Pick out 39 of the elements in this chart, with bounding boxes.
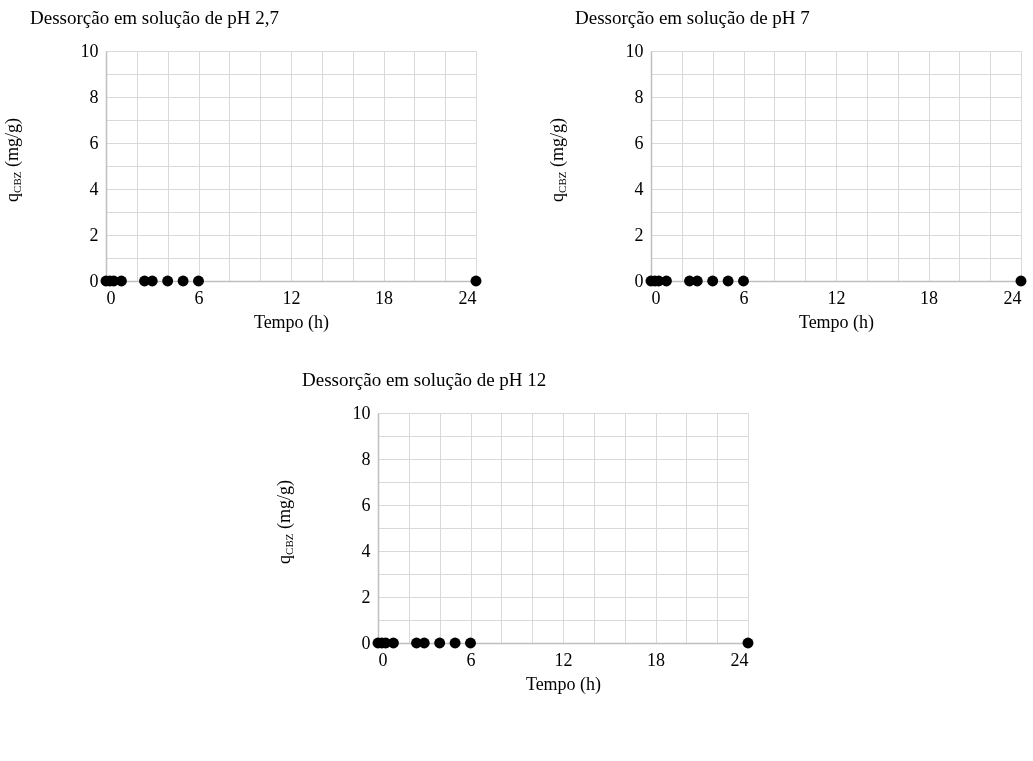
y-tick-label: 4 [89, 178, 98, 199]
y-tick-label: 10 [352, 402, 371, 423]
x-tick-label: 18 [374, 287, 393, 308]
x-tick-label: 0 [106, 287, 115, 308]
y-tick-label: 6 [361, 494, 371, 515]
x-axis-title: Tempo (h) [798, 311, 874, 333]
y-tick-label: 6 [634, 132, 643, 153]
y-tick-label: 10 [625, 40, 643, 61]
x-axis-title: Tempo (h) [525, 673, 602, 695]
x-axis-title: Tempo (h) [253, 311, 329, 333]
chart-title: Dessorção em solução de pH 2,7 [29, 7, 279, 28]
y-tick-label: 2 [634, 224, 643, 245]
y-tick-label: 10 [80, 40, 98, 61]
x-tick-label: 12 [827, 287, 845, 308]
y-tick-label: 4 [634, 178, 643, 199]
x-tick-label: 6 [466, 649, 476, 670]
y-tick-label: 8 [89, 86, 98, 107]
y-tick-label: 8 [634, 86, 643, 107]
y-tick-label: 8 [361, 448, 371, 469]
x-tick-label: 0 [378, 649, 388, 670]
x-tick-label: 18 [919, 287, 938, 308]
y-tick-label: 0 [634, 270, 643, 291]
y-tick-label: 2 [89, 224, 98, 245]
x-tick-label: 6 [194, 287, 203, 308]
y-tick-label: 6 [89, 132, 98, 153]
x-tick-label: 24 [730, 649, 749, 670]
x-tick-label: 18 [647, 649, 665, 670]
x-tick-label: 24 [1003, 287, 1021, 308]
x-tick-label: 24 [458, 287, 476, 308]
y-tick-label: 4 [361, 540, 371, 561]
y-tick-label: 0 [89, 270, 98, 291]
y-tick-label: 0 [361, 632, 371, 653]
chart-title: Dessorção em solução de pH 12 [302, 369, 547, 390]
x-tick-label: 6 [739, 287, 748, 308]
x-tick-label: 12 [554, 649, 573, 670]
chart-title: Dessorção em solução de pH 7 [574, 7, 810, 28]
y-tick-label: 2 [361, 586, 371, 607]
x-tick-label: 12 [282, 287, 300, 308]
x-tick-label: 0 [651, 287, 660, 308]
